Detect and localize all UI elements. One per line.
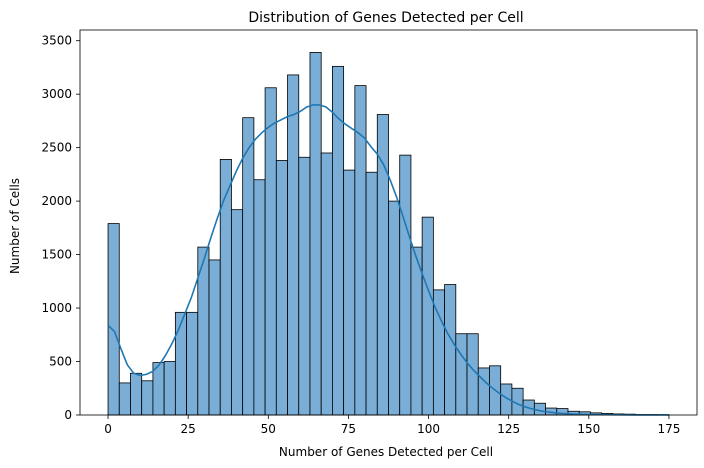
x-tick-label: 50	[261, 422, 276, 436]
x-tick-label: 100	[417, 422, 440, 436]
histogram-bar	[399, 154, 412, 416]
histogram-bar	[455, 333, 468, 416]
histogram-bar	[343, 169, 356, 416]
histogram-bar	[477, 367, 490, 416]
y-tick-label: 1500	[41, 248, 72, 262]
histogram-bar	[309, 52, 322, 416]
histogram-bar	[275, 160, 288, 416]
histogram-bar	[298, 156, 311, 416]
histogram-bar	[130, 372, 143, 416]
histogram-bar	[253, 179, 266, 416]
x-tick-label: 150	[577, 422, 600, 436]
histogram-bar	[163, 361, 176, 416]
y-tick-label: 2500	[41, 141, 72, 155]
histogram-bar	[287, 74, 300, 416]
histogram-bar	[388, 200, 401, 416]
y-axis-title: Number of Cells	[8, 178, 22, 274]
histogram-bar	[320, 152, 333, 416]
x-axis: 0 25 50 75 100 125 150 175	[104, 415, 680, 436]
histogram-bar	[208, 259, 221, 416]
x-axis-title: Number of Genes Detected per Cell	[279, 445, 493, 459]
histogram-bar	[421, 216, 434, 416]
y-tick-label: 3000	[41, 87, 72, 101]
histogram-bar	[118, 382, 131, 416]
x-tick-label: 0	[104, 422, 112, 436]
histogram-bar	[174, 311, 187, 416]
y-tick-label: 1000	[41, 301, 72, 315]
histogram-bar	[376, 114, 389, 416]
y-tick-label: 0	[64, 408, 72, 422]
histogram-bar	[264, 87, 277, 416]
histogram-bar	[219, 159, 232, 416]
plot-frame	[79, 29, 698, 416]
x-tick-label: 75	[341, 422, 356, 436]
histogram-bar	[444, 284, 457, 416]
x-tick-label: 175	[658, 422, 681, 436]
histogram-bar	[141, 380, 154, 416]
histogram-bar	[242, 117, 255, 416]
y-tick-label: 500	[49, 355, 72, 369]
y-tick-label: 2000	[41, 194, 72, 208]
histogram-bar	[107, 223, 120, 416]
chart-title: Distribution of Genes Detected per Cell	[248, 10, 523, 26]
histogram-bar	[365, 171, 378, 416]
x-tick-label: 125	[497, 422, 520, 436]
kde-line	[107, 104, 669, 416]
y-tick-label: 3500	[41, 34, 72, 48]
histogram-bar	[186, 311, 199, 416]
histogram-bar	[231, 209, 244, 416]
histogram-bar	[410, 246, 423, 416]
y-axis: 0 500 1000 1500 2000 2500 3000 3500	[41, 34, 80, 422]
bars-group	[107, 52, 670, 416]
x-tick-label: 25	[181, 422, 196, 436]
